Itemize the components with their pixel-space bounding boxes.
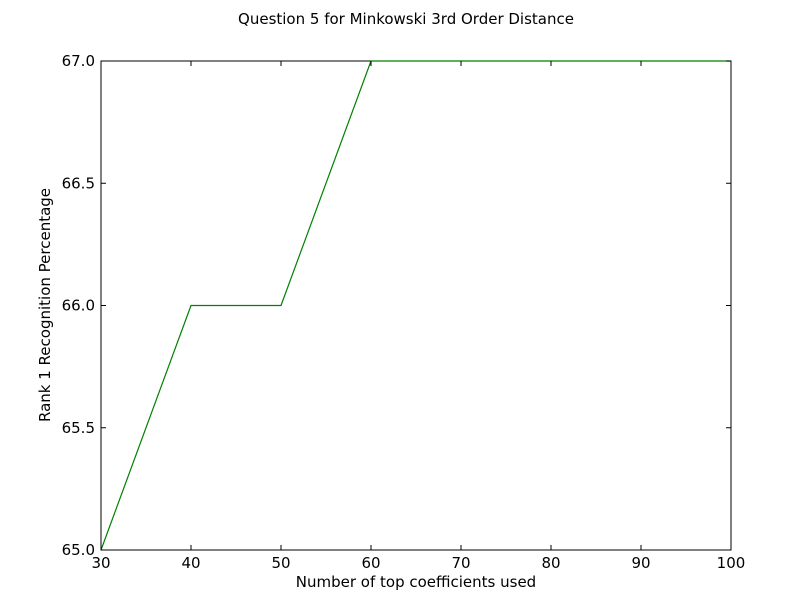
x-tick-label: 70 — [451, 554, 470, 572]
x-tick-label: 100 — [717, 554, 746, 572]
series-layer — [100, 60, 731, 551]
x-tick-label: 60 — [361, 554, 380, 572]
y-tick-label: 67.0 — [62, 52, 95, 70]
x-axis-label: Number of top coefficients used — [296, 573, 536, 591]
chart-title: Question 5 for Minkowski 3rd Order Dista… — [238, 10, 574, 28]
y-tick-label: 66.0 — [62, 297, 95, 315]
y-axis: 65.0 65.5 66.0 66.5 67.0 — [62, 52, 731, 559]
x-tick-label: 30 — [91, 554, 110, 572]
x-tick-label: 50 — [271, 554, 290, 572]
y-axis-label: Rank 1 Recognition Percentage — [36, 188, 54, 422]
y-tick-label: 65.5 — [62, 419, 95, 437]
x-axis: 30 40 50 60 70 80 90 100 — [91, 61, 745, 572]
x-tick-label: 80 — [541, 554, 560, 572]
x-tick-label: 90 — [631, 554, 650, 572]
x-tick-label: 40 — [181, 554, 200, 572]
y-tick-label: 66.5 — [62, 174, 95, 192]
series-line-0 — [100, 60, 731, 551]
y-tick-label: 65.0 — [62, 541, 95, 559]
